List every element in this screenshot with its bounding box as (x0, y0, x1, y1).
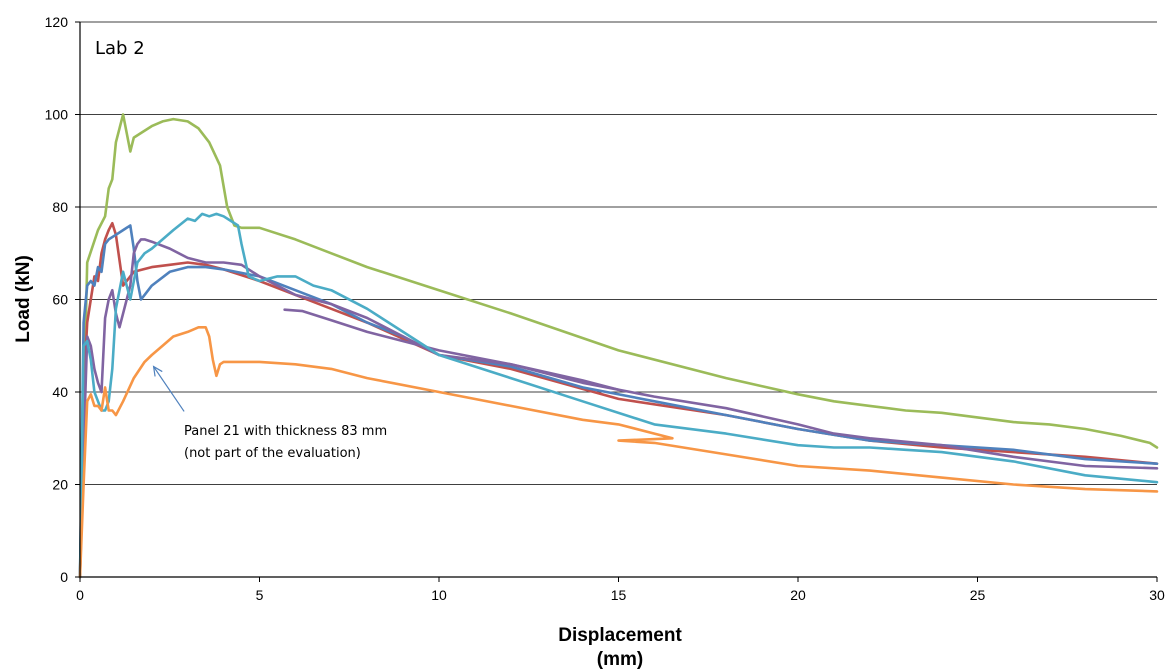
x-tick-label: 15 (611, 587, 627, 603)
annotation-line1: Panel 21 with thickness 83 mm (184, 424, 387, 439)
annotation-line2: (not part of the evaluation) (184, 446, 361, 461)
series-lines (78, 113, 1159, 579)
annotation: Panel 21 with thickness 83 mm (not part … (152, 365, 387, 461)
y-axis-title: Load (kN) (13, 255, 34, 343)
y-tick-label: 0 (60, 569, 68, 585)
series-line-7 (78, 325, 1159, 579)
x-tick-label: 20 (790, 587, 806, 603)
x-tick-label: 10 (431, 587, 447, 603)
y-tick-label: 100 (45, 107, 69, 123)
series-line-4 (78, 238, 1159, 579)
x-tick-label: 5 (256, 587, 264, 603)
series-line-1 (78, 113, 1159, 579)
y-tick-label: 120 (45, 14, 69, 30)
gridlines (80, 21, 1157, 485)
x-axis-title-line2: (mm) (597, 649, 643, 670)
axes (75, 21, 1158, 582)
tick-labels: 0 5 10 15 20 25 30 0 20 40 60 80 100 120 (45, 14, 1165, 603)
y-tick-label: 80 (52, 199, 68, 215)
y-tick-label: 40 (52, 384, 68, 400)
x-tick-label: 30 (1149, 587, 1165, 603)
y-tick-label: 60 (52, 292, 68, 308)
annotation-arrowhead (152, 365, 163, 377)
x-axis-title-line1: Displacement (558, 625, 682, 646)
y-tick-label: 20 (52, 477, 68, 493)
annotation-arrow (153, 366, 185, 412)
series-line-5 (283, 308, 620, 392)
x-tick-label: 25 (970, 587, 986, 603)
inset-label: Lab 2 (95, 38, 145, 59)
series-line-3 (78, 224, 1159, 579)
x-tick-label: 0 (76, 587, 84, 603)
